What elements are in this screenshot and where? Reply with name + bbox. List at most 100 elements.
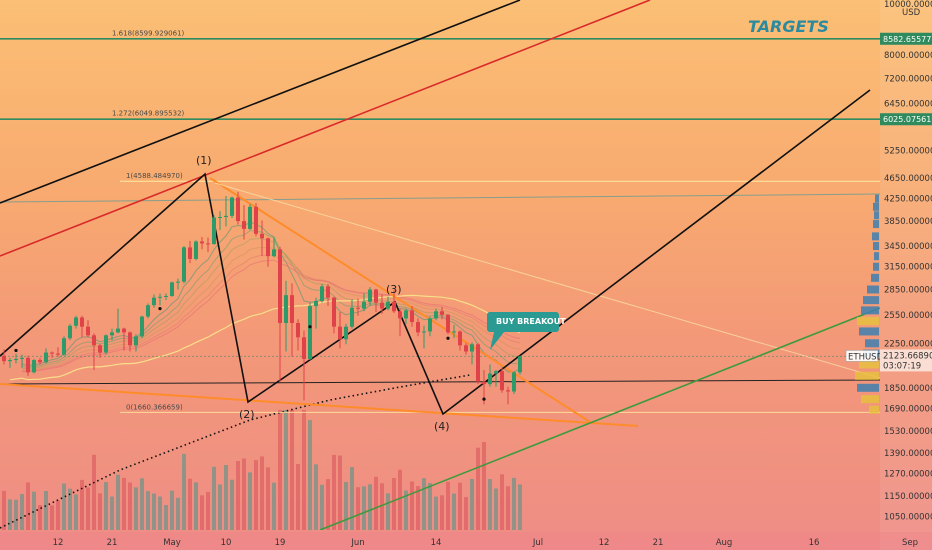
volume-bar [128, 482, 132, 530]
volume-profile-bar [872, 232, 879, 241]
candle-body [452, 331, 456, 333]
candle [206, 237, 210, 253]
candle-body [380, 302, 384, 309]
volume-bar [284, 410, 288, 530]
buy-breakout-text: BUY BREAKOUT [496, 317, 566, 326]
volume-bar [326, 479, 330, 530]
price-tick-label: 3450.000000 [884, 242, 932, 252]
candle-body [356, 307, 360, 309]
candle [380, 294, 384, 314]
volume-bar [464, 496, 468, 530]
candle-body [446, 314, 450, 333]
volume-bar [200, 495, 204, 530]
volume-bar [56, 500, 60, 530]
volume-bar [98, 493, 102, 530]
candle [434, 308, 438, 321]
wave-label-1: (1) [196, 154, 212, 167]
candle [272, 237, 276, 258]
candle [338, 312, 342, 349]
volume-bar [296, 463, 300, 530]
volume-bar [278, 410, 282, 530]
target-price-tag-text: 8582.655771 [883, 35, 932, 44]
volume-bar [428, 483, 432, 530]
candle-body [284, 295, 288, 323]
candle-body [188, 247, 192, 259]
candle [440, 306, 444, 320]
volume-bar [362, 486, 366, 530]
candle-body [314, 300, 318, 307]
volume-bar [374, 476, 378, 530]
ma-line [21, 221, 521, 373]
volume-bar [194, 482, 198, 530]
candle-body [242, 221, 246, 229]
candle [62, 336, 66, 356]
candle [134, 334, 138, 352]
wave-label-2: (2) [239, 408, 255, 421]
candle-body [200, 241, 204, 244]
volume-bar [26, 482, 30, 530]
candle [470, 342, 474, 365]
candle-body [26, 357, 30, 373]
volume-bar [224, 465, 228, 530]
time-tick-label: 12 [599, 538, 610, 548]
volume-bar [356, 487, 360, 530]
candle [458, 330, 462, 351]
candle [500, 367, 504, 393]
volume-bar [452, 493, 456, 530]
candle [26, 355, 30, 376]
candle [56, 347, 60, 357]
volume-bar [92, 454, 96, 530]
green-trendline [319, 307, 880, 530]
candle-body [14, 358, 18, 361]
price-tick-label: 6450.000000 [884, 100, 932, 110]
volume-bar [266, 467, 270, 530]
candle [350, 299, 354, 329]
volume-bar [404, 490, 408, 530]
volume-bar [248, 472, 252, 530]
candle [176, 278, 180, 290]
volume-bar [236, 461, 240, 530]
volume-bar [392, 478, 396, 530]
candle [356, 298, 360, 316]
candle-body [422, 331, 426, 333]
current-price-countdown: 03:07:19 [883, 361, 921, 371]
price-tick-label: 1850.000000 [884, 384, 932, 394]
candle-body [332, 297, 336, 327]
candle-body [128, 332, 132, 346]
candle-body [2, 355, 6, 362]
candle [512, 371, 516, 395]
candle [212, 215, 216, 245]
candle-body [176, 281, 180, 283]
candle-body [488, 373, 492, 385]
volume-profile-bar [857, 383, 879, 392]
candle-body [98, 345, 102, 353]
signal-dot [308, 325, 312, 329]
resistance-line [0, 193, 880, 203]
candle-body [506, 390, 510, 392]
candle [296, 319, 300, 351]
elliott-wave-path [0, 89, 871, 416]
volume-bar [32, 491, 36, 530]
ma-line [21, 254, 521, 372]
candle [140, 315, 144, 339]
price-axis-bg [880, 0, 932, 550]
candle-body [416, 322, 420, 333]
candle-body [374, 289, 378, 303]
candle [278, 246, 282, 382]
volume-profile-bar [874, 252, 879, 261]
price-tick-label: 1530.000000 [884, 427, 932, 437]
ma-line [21, 238, 520, 370]
volume-profile-bar [863, 296, 879, 305]
time-tick-label: 21 [653, 538, 664, 548]
volume-bar [470, 478, 474, 530]
price-tick-label: 5250.000000 [884, 147, 932, 157]
candle-body [116, 328, 120, 333]
price-tick-label: 4650.000000 [884, 174, 932, 184]
candle [14, 353, 18, 364]
volume-bar [8, 499, 12, 530]
volume-bar [386, 493, 390, 530]
candle-body [212, 217, 216, 245]
candle [170, 281, 174, 297]
